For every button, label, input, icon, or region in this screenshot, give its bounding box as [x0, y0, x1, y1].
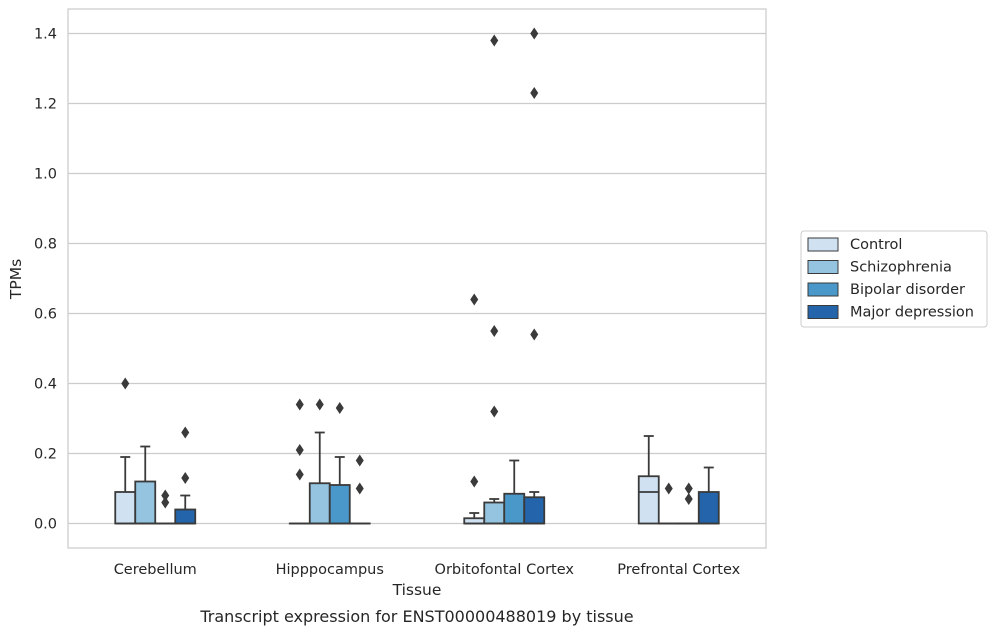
box: [134, 480, 157, 525]
box: [483, 501, 506, 525]
box: [308, 482, 331, 525]
box: [174, 508, 197, 525]
box: [114, 491, 137, 525]
y-gridlines: [68, 32, 766, 525]
legend: Control Schizophrenia Bipolar disorder Majo…: [800, 230, 988, 328]
box-series: [114, 27, 720, 525]
outlier-point: [530, 27, 539, 40]
chart-caption: Transcript expression for ENST0000048801…: [199, 607, 633, 626]
outlier-point: [181, 472, 190, 484]
outlier-point: [121, 377, 130, 390]
outlier-point: [295, 398, 304, 411]
y-tick-label: 1.4: [34, 27, 57, 43]
outlier-point: [355, 482, 364, 495]
legend-label: Schizophrenia: [850, 260, 952, 276]
outlier-point: [181, 426, 190, 439]
x-tick-label: Hipppocampus: [276, 562, 384, 578]
x-tick-label: Prefrontal Cortex: [617, 562, 740, 578]
y-tick-label: 0.8: [34, 237, 57, 253]
outlier-point: [315, 398, 324, 411]
legend-label: Control: [850, 237, 902, 253]
box: [523, 496, 546, 525]
outlier-point: [355, 454, 364, 467]
outlier-point: [161, 496, 170, 509]
box: [328, 484, 351, 525]
outlier-point: [490, 34, 499, 47]
outlier-point: [490, 325, 499, 337]
y-tick-label: 1.0: [34, 167, 57, 183]
outlier-point: [530, 328, 539, 341]
outlier-point: [470, 293, 479, 306]
plot-frame: [67, 8, 767, 549]
x-tick-label: Orbitofontal Cortex: [435, 562, 575, 578]
legend-swatch: [807, 305, 839, 319]
outlier-point: [530, 87, 539, 99]
legend-swatch: [807, 237, 839, 252]
outlier-point: [490, 405, 499, 418]
y-tick-label: 0.2: [34, 447, 57, 463]
outlier-point: [684, 493, 693, 505]
outlier-point: [295, 468, 304, 481]
outlier-point: [664, 482, 673, 495]
legend-swatch: [807, 282, 839, 297]
outlier-point: [684, 482, 693, 495]
legend-frame: [800, 230, 988, 328]
y-tick-label: 0.6: [34, 307, 57, 323]
legend-label: Bipolar disorder: [850, 282, 965, 298]
outlier-point: [335, 402, 344, 414]
legend-label: Major depression: [850, 305, 974, 321]
outlier-point: [161, 489, 170, 502]
outlier-point: [295, 444, 304, 456]
y-tick-label: 1.2: [34, 97, 57, 113]
y-axis-label: TPMs: [7, 259, 25, 300]
legend-swatch: [807, 260, 839, 274]
outlier-point: [470, 475, 479, 488]
x-axis-label: Tissue: [392, 581, 442, 599]
y-tick-label: 0.0: [34, 517, 57, 533]
x-tick-label: Cerebellum: [114, 562, 197, 578]
box: [697, 491, 720, 525]
x-tick-labels: Cerebellum Hipppocampus Orbitofontal Corte…: [114, 562, 741, 578]
box: [503, 492, 526, 525]
y-tick-label: 0.4: [34, 377, 57, 393]
box: [637, 475, 660, 525]
y-tick-labels: 0.0 0.2 0.4 0.6 0.8 1.0 1.2 1.4: [34, 27, 57, 533]
